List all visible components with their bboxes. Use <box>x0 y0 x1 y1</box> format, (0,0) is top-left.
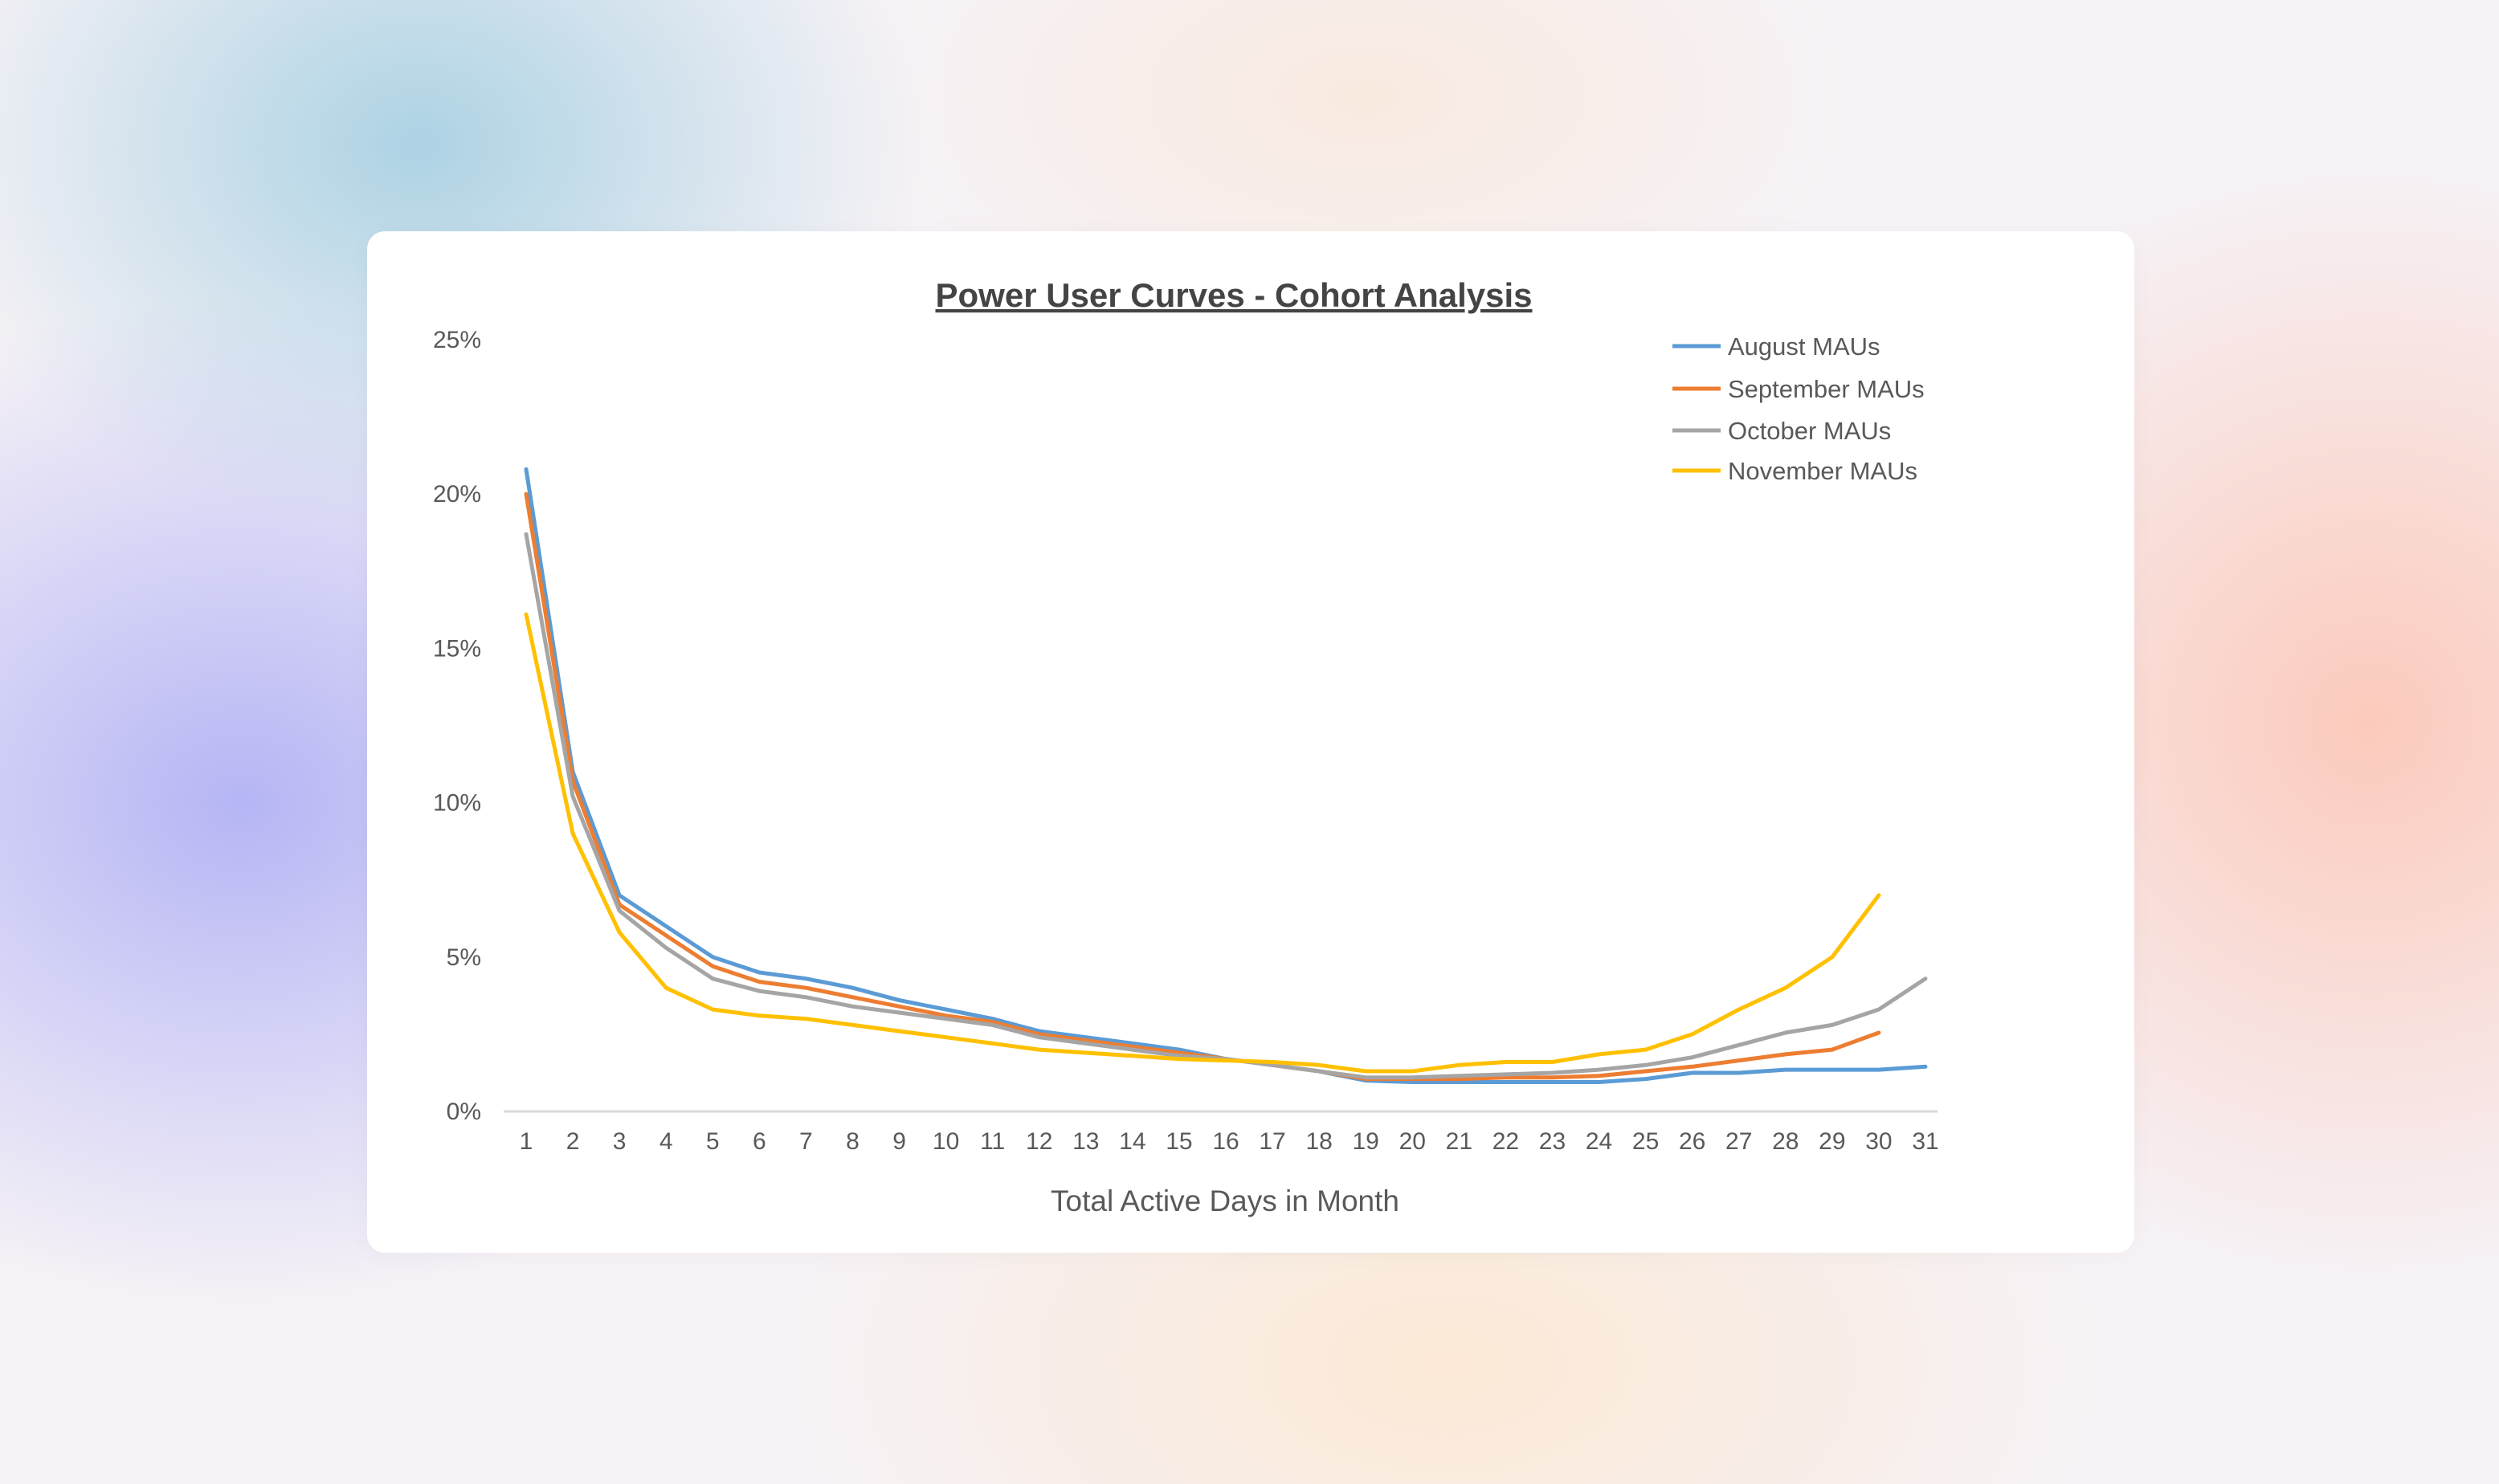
series-lines <box>524 467 1928 1084</box>
x-tick-label: 3 <box>613 1128 627 1155</box>
x-tick-label: 6 <box>753 1128 766 1155</box>
x-tick-label: 20 <box>1399 1128 1426 1155</box>
x-tick-label: 5 <box>706 1128 720 1155</box>
legend-item-october-maus: October MAUs <box>1672 417 1891 445</box>
x-tick-label: 22 <box>1492 1128 1519 1155</box>
legend-label: November MAUs <box>1728 457 1917 485</box>
x-tick-label: 7 <box>799 1128 813 1155</box>
x-tick-label: 12 <box>1026 1128 1052 1155</box>
y-tick-label: 5% <box>447 944 481 971</box>
x-axis-title: Total Active Days in Month <box>1051 1184 1399 1217</box>
x-tick-label: 16 <box>1212 1128 1239 1155</box>
x-tick-label: 19 <box>1353 1128 1379 1155</box>
x-tick-label: 25 <box>1632 1128 1659 1155</box>
series-line-october-maus <box>524 532 1928 1080</box>
x-tick-label: 26 <box>1679 1128 1705 1155</box>
x-tick-label: 24 <box>1586 1128 1612 1155</box>
series-line-august-maus <box>524 467 1928 1084</box>
y-tick-label: 25% <box>433 327 481 353</box>
x-tick-label: 27 <box>1725 1128 1752 1155</box>
series-line-september-maus <box>524 491 1881 1082</box>
x-tick-label: 15 <box>1166 1128 1192 1155</box>
x-tick-label: 18 <box>1305 1128 1332 1155</box>
line-chart: Power User Curves - Cohort Analysis 0% 5%… <box>433 276 1939 1217</box>
x-tick-label: 21 <box>1446 1128 1472 1155</box>
x-tick-label: 23 <box>1539 1128 1566 1155</box>
y-axis-ticks: 0% 5% 10% 15% 20% 25% <box>433 327 481 1125</box>
x-tick-label: 9 <box>892 1128 906 1155</box>
y-tick-label: 0% <box>447 1099 481 1125</box>
x-tick-label: 14 <box>1119 1128 1145 1155</box>
chart-card: Power User Curves - Cohort Analysis 0% 5%… <box>367 231 2134 1253</box>
legend-item-september-maus: September MAUs <box>1672 375 1925 403</box>
legend: August MAUs September MAUs October MAUs Nov… <box>1672 332 1925 485</box>
series-line-november-maus <box>524 612 1881 1074</box>
legend-label: October MAUs <box>1728 417 1891 445</box>
legend-label: August MAUs <box>1728 332 1880 361</box>
x-tick-label: 11 <box>980 1128 1005 1155</box>
x-tick-label: 17 <box>1259 1128 1285 1155</box>
x-tick-label: 28 <box>1772 1128 1799 1155</box>
y-tick-label: 10% <box>433 790 481 817</box>
x-tick-label: 4 <box>659 1128 673 1155</box>
legend-item-august-maus: August MAUs <box>1672 332 1880 361</box>
x-tick-label: 29 <box>1819 1128 1845 1155</box>
chart-title: Power User Curves - Cohort Analysis <box>936 276 1533 314</box>
x-tick-label: 2 <box>566 1128 580 1155</box>
x-tick-label: 1 <box>520 1128 533 1155</box>
y-tick-label: 20% <box>433 481 481 508</box>
x-tick-label: 31 <box>1912 1128 1938 1155</box>
x-tick-label: 8 <box>846 1128 860 1155</box>
legend-item-november-maus: November MAUs <box>1672 457 1917 485</box>
x-tick-label: 30 <box>1865 1128 1892 1155</box>
x-axis-ticks: 1 2 3 4 5 6 7 8 9 10 11 12 13 14 15 16 17 18 19 20 21 22 23 24 2… <box>520 1128 1939 1155</box>
x-tick-label: 10 <box>933 1128 959 1155</box>
y-tick-label: 15% <box>433 635 481 662</box>
x-tick-label: 13 <box>1072 1128 1099 1155</box>
legend-label: September MAUs <box>1728 375 1925 403</box>
